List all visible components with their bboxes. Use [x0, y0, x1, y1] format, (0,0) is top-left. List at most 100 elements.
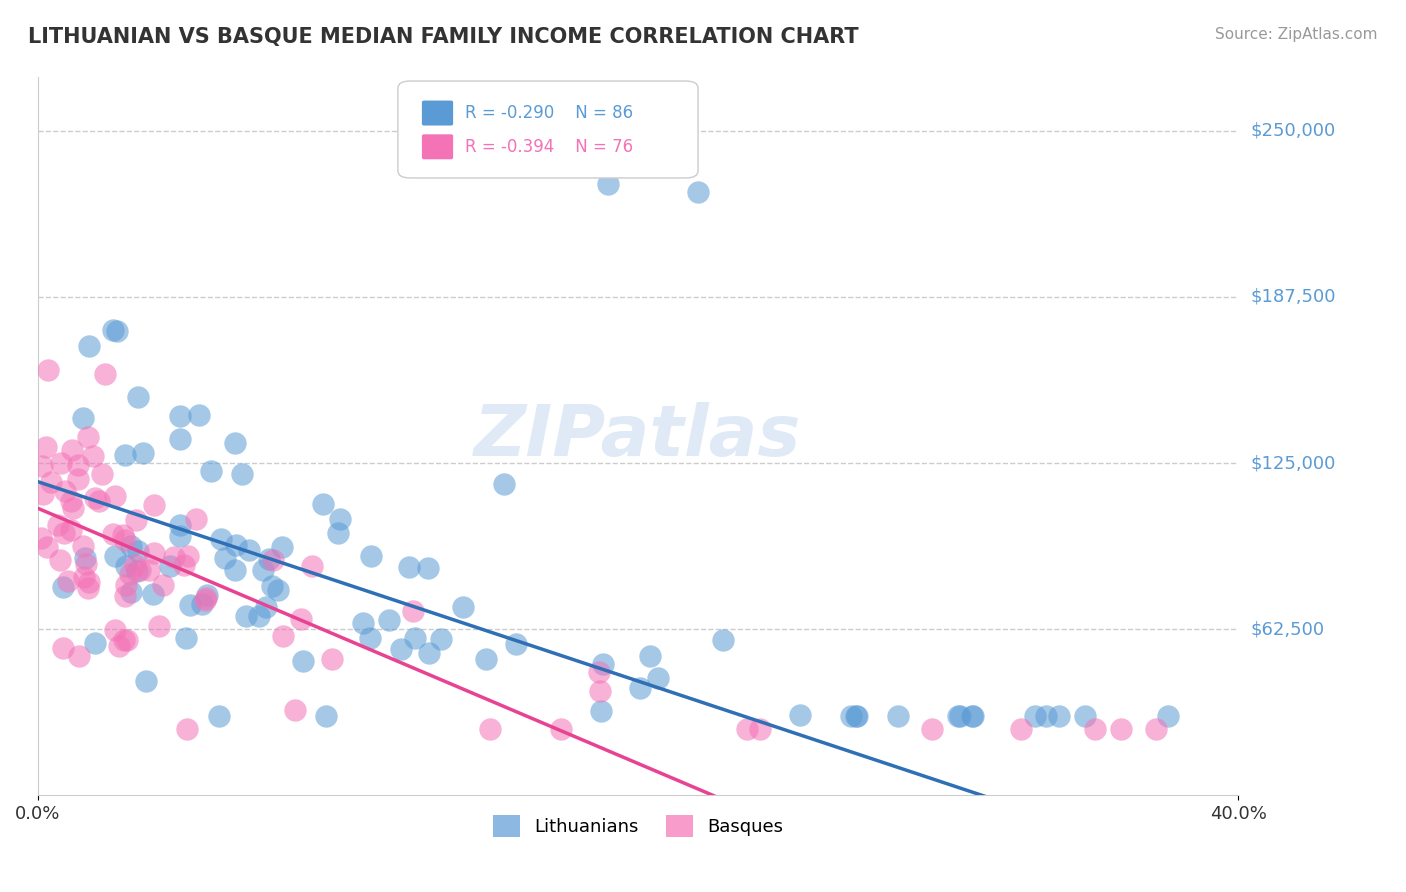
Lithuanians [188, 408, 211, 422]
Lithuanians [418, 646, 440, 660]
Basques [114, 590, 136, 604]
Lithuanians [329, 511, 352, 525]
Basques [184, 512, 207, 526]
Lithuanians [120, 539, 142, 553]
Lithuanians [360, 549, 382, 563]
Lithuanians [398, 559, 420, 574]
Basques [101, 526, 124, 541]
Lithuanians [235, 609, 257, 624]
Lithuanians [260, 578, 283, 592]
Text: Source: ZipAtlas.com: Source: ZipAtlas.com [1215, 27, 1378, 42]
Lithuanians [114, 558, 136, 573]
Basques [402, 604, 425, 618]
Lithuanians [291, 654, 314, 668]
Basques [60, 494, 83, 508]
Lithuanians [169, 517, 191, 532]
Lithuanians [271, 540, 294, 554]
Basques [75, 557, 97, 571]
Basques [321, 652, 343, 666]
Lithuanians [315, 708, 337, 723]
Lithuanians [962, 708, 984, 723]
Basques [53, 484, 76, 499]
FancyBboxPatch shape [422, 101, 453, 126]
Text: R = -0.394    N = 76: R = -0.394 N = 76 [465, 137, 633, 156]
Lithuanians [628, 681, 651, 695]
Lithuanians [169, 409, 191, 423]
Basques [35, 440, 58, 454]
Basques [49, 553, 72, 567]
Basques [77, 581, 100, 595]
Lithuanians [404, 631, 426, 645]
Basques [104, 489, 127, 503]
Basques [1084, 722, 1107, 736]
Basques [115, 633, 138, 648]
Lithuanians [451, 600, 474, 615]
Basques [749, 722, 772, 736]
Text: $250,000: $250,000 [1250, 121, 1336, 140]
Basques [30, 531, 52, 545]
Lithuanians [191, 597, 214, 611]
Lithuanians [73, 550, 96, 565]
Basques [52, 641, 75, 656]
Basques [120, 567, 142, 582]
Basques [84, 491, 107, 505]
Basques [125, 513, 148, 527]
Text: R = -0.290    N = 86: R = -0.290 N = 86 [465, 104, 633, 122]
Lithuanians [1024, 708, 1046, 723]
Basques [142, 546, 165, 560]
Lithuanians [492, 477, 515, 491]
Lithuanians [589, 704, 612, 718]
Lithuanians [475, 652, 498, 666]
Basques [66, 458, 89, 472]
Basques [60, 523, 83, 537]
Basques [56, 574, 79, 589]
Lithuanians [946, 708, 969, 723]
Basques [31, 487, 53, 501]
Basques [51, 456, 73, 470]
Lithuanians [1156, 708, 1178, 723]
Lithuanians [174, 631, 197, 645]
Lithuanians [430, 632, 453, 647]
Legend: Lithuanians, Basques: Lithuanians, Basques [485, 807, 790, 844]
Basques [52, 526, 75, 541]
Lithuanians [845, 708, 868, 723]
Text: $62,500: $62,500 [1250, 620, 1324, 638]
Basques [124, 558, 146, 573]
Lithuanians [225, 538, 247, 552]
Basques [111, 527, 134, 541]
Lithuanians [114, 448, 136, 462]
Lithuanians [224, 563, 246, 577]
Lithuanians [257, 551, 280, 566]
Lithuanians [104, 549, 127, 563]
Lithuanians [359, 631, 381, 645]
Lithuanians [195, 588, 218, 602]
Lithuanians [159, 559, 181, 574]
Basques [152, 578, 174, 592]
Lithuanians [596, 177, 619, 191]
Lithuanians [125, 564, 148, 578]
Lithuanians [83, 636, 105, 650]
Basques [588, 683, 610, 698]
Lithuanians [640, 649, 662, 664]
Basques [128, 563, 150, 577]
Basques [301, 558, 323, 573]
Basques [550, 722, 572, 736]
Basques [921, 722, 943, 736]
Lithuanians [231, 467, 253, 481]
Lithuanians [135, 673, 157, 688]
Lithuanians [962, 708, 984, 723]
Lithuanians [1073, 708, 1095, 723]
Text: $187,500: $187,500 [1250, 288, 1336, 306]
Lithuanians [120, 584, 142, 599]
Basques [114, 578, 136, 592]
Basques [271, 629, 294, 643]
Basques [77, 430, 100, 444]
Basques [108, 640, 131, 654]
Lithuanians [949, 708, 972, 723]
Basques [163, 549, 186, 564]
Lithuanians [416, 561, 439, 575]
Basques [194, 591, 217, 606]
Basques [66, 472, 89, 486]
Lithuanians [391, 642, 413, 657]
Lithuanians [247, 608, 270, 623]
